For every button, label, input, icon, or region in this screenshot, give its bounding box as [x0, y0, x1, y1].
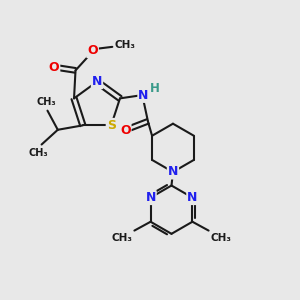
Text: CH₃: CH₃: [211, 233, 232, 243]
Text: CH₃: CH₃: [111, 233, 132, 243]
Text: CH₃: CH₃: [28, 148, 48, 158]
Text: H: H: [150, 82, 160, 94]
Text: S: S: [107, 119, 116, 132]
Text: N: N: [168, 166, 178, 178]
Text: O: O: [87, 44, 98, 57]
Text: N: N: [187, 191, 198, 204]
Text: N: N: [146, 191, 156, 204]
Text: CH₃: CH₃: [115, 40, 136, 50]
Text: N: N: [92, 75, 102, 88]
Text: N: N: [138, 89, 149, 102]
Text: CH₃: CH₃: [36, 97, 56, 107]
Text: O: O: [49, 61, 59, 74]
Text: O: O: [120, 124, 130, 137]
